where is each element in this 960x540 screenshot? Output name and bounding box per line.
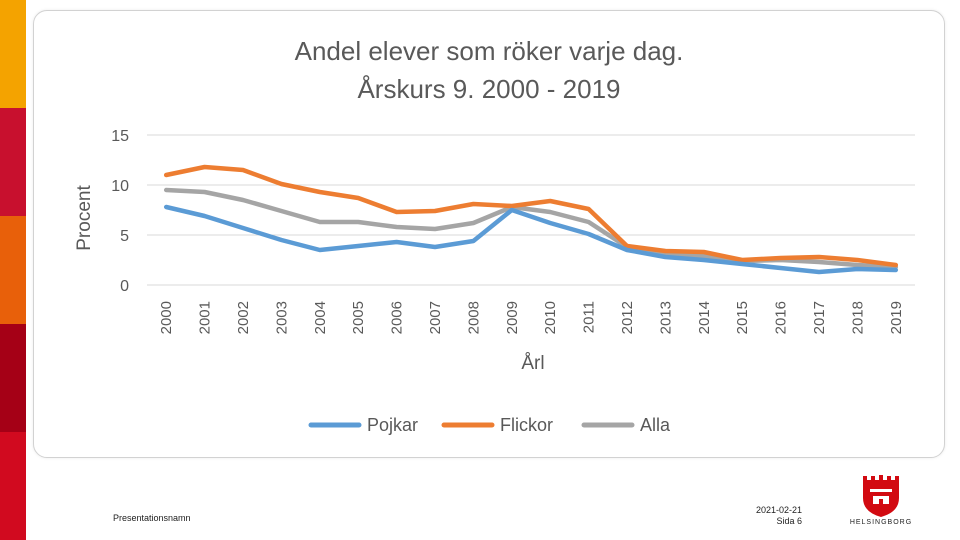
footer-meta: 2021-02-21 Sida 6 (740, 505, 802, 527)
legend-label-flickor: Flickor (500, 415, 553, 435)
x-tick-label: 2012 (619, 301, 636, 334)
logo-text: HELSINGBORG (849, 519, 913, 526)
x-tick-label: 2009 (504, 301, 521, 334)
chart-title-line-1: Andel elever som röker varje dag. (295, 36, 684, 66)
x-tick-label: 2005 (350, 301, 367, 334)
x-tick-label: 2006 (389, 301, 406, 334)
helsingborg-logo: HELSINGBORG (846, 472, 916, 532)
x-tick-label: 2002 (235, 301, 252, 334)
x-tick-label: 2016 (773, 301, 790, 334)
chart-title-line-2: Årskurs 9. 2000 - 2019 (357, 74, 620, 104)
footer-page: Sida 6 (776, 516, 802, 526)
x-axis-label: Årl (521, 353, 544, 374)
series-line-pojkar (163, 204, 899, 275)
x-tick-label: 2013 (657, 301, 674, 334)
x-tick-label: 2004 (312, 301, 329, 334)
stripe-3 (0, 216, 26, 324)
x-tick-label: 2019 (888, 301, 905, 334)
stripe-2 (0, 108, 26, 216)
stripe-4 (0, 324, 26, 432)
y-tick-label: 15 (111, 128, 129, 145)
x-tick-label: 2011 (581, 301, 598, 333)
brand-stripes (0, 0, 26, 540)
x-tick-label: 2015 (734, 301, 751, 334)
x-tick-label: 2018 (849, 301, 866, 334)
x-tick-label: 2000 (158, 301, 175, 334)
legend-label-pojkar: Pojkar (367, 415, 418, 435)
y-axis-label: Procent (74, 185, 95, 251)
y-tick-label: 5 (120, 228, 129, 245)
footer-date: 2021-02-21 (755, 505, 802, 515)
legend-label-alla: Alla (640, 415, 671, 435)
series-line-flickor (163, 164, 899, 268)
x-tick-label: 2017 (811, 301, 828, 334)
x-tick-label: 2010 (542, 301, 559, 334)
y-tick-label: 10 (111, 178, 129, 195)
x-tick-label: 2003 (273, 301, 290, 334)
crest-icon (863, 475, 899, 517)
line-chart: Andel elever som röker varje dag. Årskurs… (74, 36, 915, 435)
x-tick-label: 2014 (696, 301, 713, 334)
presentation-name: Presentationsnamn (113, 513, 191, 523)
x-tick-label: 2008 (465, 301, 482, 334)
x-tick-label: 2001 (197, 301, 214, 334)
stripe-5 (0, 432, 26, 540)
stripe-1 (0, 0, 26, 108)
x-tick-label: 2007 (427, 301, 444, 334)
chart-frame: Andel elever som röker varje dag. Årskurs… (33, 10, 945, 458)
y-tick-label: 0 (120, 278, 129, 295)
